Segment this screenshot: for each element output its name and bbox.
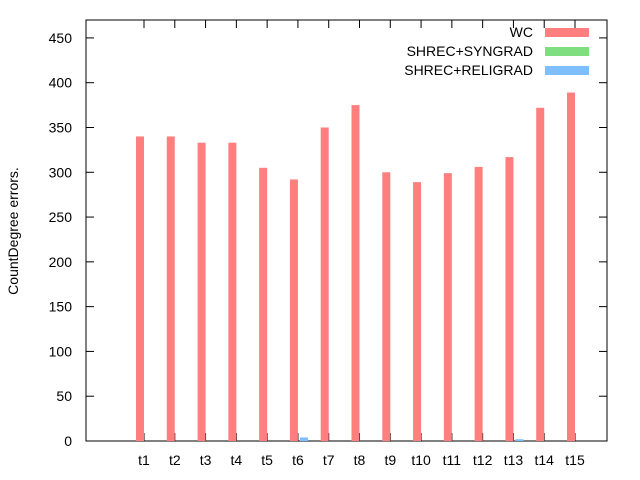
bar-wc <box>197 142 206 441</box>
bar-wc <box>382 172 391 441</box>
y-axis: 0 50 100 150 200 250 300 350 400 450 <box>49 30 607 449</box>
y-tick-label: 450 <box>49 30 73 46</box>
y-axis-label: CountDegree errors. <box>5 167 21 295</box>
bar-wc <box>536 107 545 441</box>
bar-wc <box>413 182 422 441</box>
bars-group <box>136 92 575 442</box>
y-tick-label: 50 <box>56 388 72 404</box>
bar-wc <box>351 105 360 442</box>
x-tick-label: t11 <box>443 452 462 468</box>
bar-wc <box>505 157 514 441</box>
bar-wc <box>320 127 329 441</box>
x-tick-label: t9 <box>384 452 396 468</box>
x-tick-label: t15 <box>565 452 585 468</box>
legend-label: WC <box>510 24 533 40</box>
plot-frame <box>85 19 608 442</box>
x-tick-label: t4 <box>231 452 243 468</box>
legend: WC SHREC+SYNGRAD SHREC+RELIGRAD <box>404 24 589 78</box>
x-tick-label: t7 <box>323 452 335 468</box>
legend-swatch <box>545 47 589 56</box>
y-tick-label: 0 <box>64 433 72 449</box>
legend-label: SHREC+SYNGRAD <box>407 43 533 59</box>
y-tick-label: 400 <box>49 75 73 91</box>
y-tick-label: 200 <box>49 254 73 270</box>
x-tick-label: t1 <box>138 452 150 468</box>
y-tick-label: 350 <box>49 119 73 135</box>
y-tick-label: 100 <box>49 343 73 359</box>
bar-wc <box>289 179 298 441</box>
x-tick-label: t5 <box>261 452 273 468</box>
bar-wc <box>259 167 268 442</box>
legend-label: SHREC+RELIGRAD <box>404 62 533 78</box>
x-tick-label: t2 <box>169 452 181 468</box>
bar-wc <box>166 136 175 441</box>
bar-wc <box>443 173 452 441</box>
x-tick-label: t10 <box>411 452 431 468</box>
bar-shrec-religrad <box>299 437 308 441</box>
y-tick-label: 300 <box>49 164 73 180</box>
x-tick-label: t14 <box>534 452 554 468</box>
bar-wc <box>474 166 483 441</box>
x-tick-label: t6 <box>292 452 304 468</box>
bar-wc <box>136 136 144 441</box>
legend-swatch <box>545 66 589 75</box>
x-axis: t1 t2 t3 t4 t5 t6 t7 t8 t9 t10 t11 t12 t13 t14 t15 <box>138 20 585 468</box>
bar-wc <box>228 142 237 441</box>
y-tick-label: 250 <box>49 209 73 225</box>
x-tick-label: t3 <box>200 452 212 468</box>
x-tick-label: t8 <box>354 452 366 468</box>
bar-shrec-religrad <box>515 439 524 441</box>
y-tick-label: 150 <box>49 299 73 315</box>
legend-swatch <box>545 28 589 37</box>
bar-wc <box>567 92 575 441</box>
x-tick-label: t13 <box>504 452 524 468</box>
x-tick-label: t12 <box>473 452 493 468</box>
